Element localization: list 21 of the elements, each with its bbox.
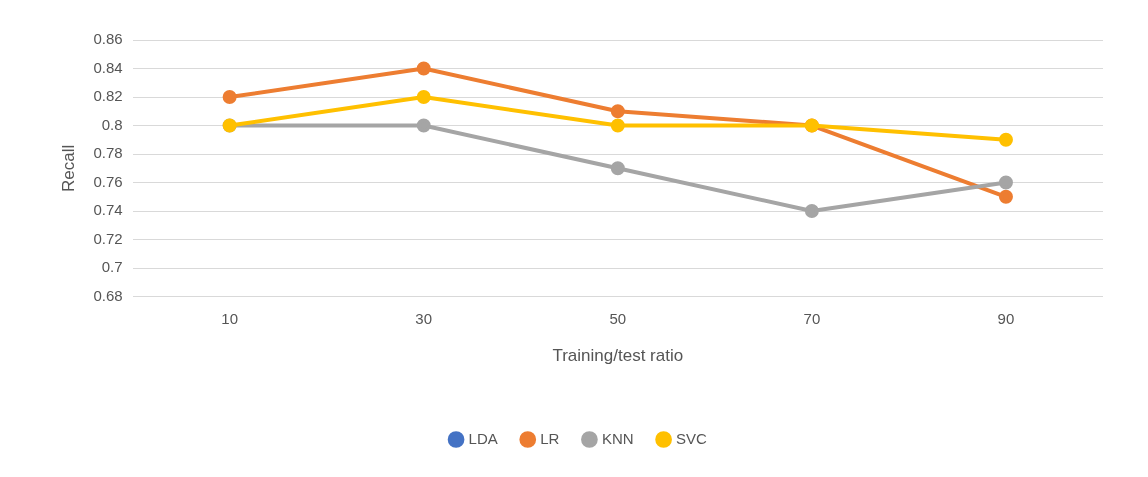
- y-tick-label: 0.7: [101, 258, 123, 276]
- x-axis-title: Training/test ratio: [552, 346, 684, 366]
- legend-label: LDA: [468, 429, 498, 447]
- legend-label: SVC: [676, 429, 708, 447]
- x-tick-label: 50: [609, 309, 627, 327]
- y-tick-label: 0.84: [93, 58, 123, 76]
- y-tick-label: 0.8: [101, 115, 123, 133]
- y-tick-label: 0.72: [93, 229, 123, 247]
- y-tick-label: 0.74: [93, 201, 123, 219]
- x-tick-label: 30: [415, 309, 433, 327]
- y-tick-label: 0.86: [93, 30, 123, 48]
- x-tick-label: 70: [803, 309, 821, 327]
- x-tick-label: 90: [997, 309, 1015, 327]
- y-tick-label: 0.68: [93, 286, 123, 304]
- x-tick-label: 10: [221, 309, 238, 327]
- y-tick-label: 0.78: [93, 144, 123, 162]
- y-tick-label: 0.76: [93, 172, 123, 190]
- legend-label: KNN: [601, 429, 634, 447]
- y-tick-label: 0.82: [93, 87, 123, 105]
- legend-label: LR: [540, 429, 560, 447]
- y-axis-title: Recall: [58, 144, 78, 192]
